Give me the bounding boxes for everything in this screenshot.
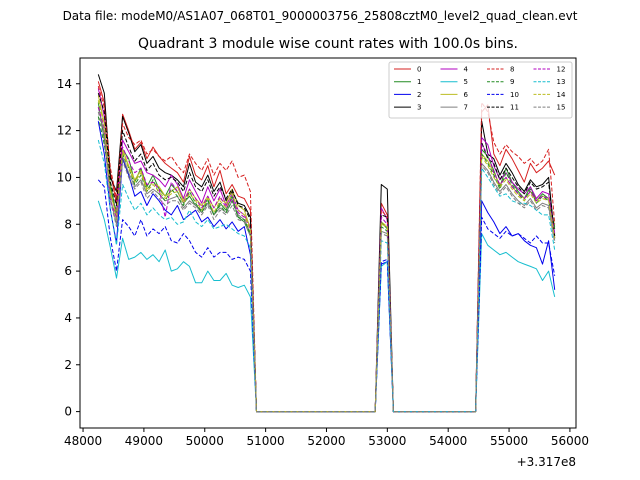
y-tick-label: 4 [64,311,72,325]
y-tick-label: 8 [64,217,72,231]
axes-frame [79,57,577,429]
legend-label-11: 11 [510,104,519,112]
x-tick-label: 51000 [247,434,285,448]
series-line-10 [97,179,556,413]
x-tick-label: 52000 [307,434,345,448]
x-axis-offset-label: +3.317e8 [517,455,576,469]
legend-label-2: 2 [417,91,421,99]
x-tick-label: 49000 [125,434,163,448]
legend-label-6: 6 [464,91,469,99]
legend-label-8: 8 [510,66,514,74]
series-line-15 [97,111,556,413]
x-tick-label: 48000 [64,434,102,448]
series-line-3 [97,74,556,413]
series-line-11 [97,92,556,413]
x-tick-label: 56000 [551,434,589,448]
y-tick-label: 12 [57,124,72,138]
series-line-12 [97,107,556,413]
series-line-9 [97,116,556,413]
plot-area [80,58,576,428]
series-line-8 [97,85,556,413]
legend-label-10: 10 [510,91,519,99]
y-tick-label: 0 [64,405,72,419]
legend-label-4: 4 [464,66,469,74]
legend-label-1: 1 [417,78,421,86]
legend-label-0: 0 [417,66,421,74]
legend-label-13: 13 [557,78,566,86]
series-line-14 [97,100,556,413]
legend-label-9: 9 [510,78,514,86]
legend-label-15: 15 [557,104,566,112]
series-line-13 [97,139,556,413]
chart-title: Quadrant 3 module wise count rates with … [138,36,518,52]
y-tick-label: 2 [64,358,72,372]
x-tick-label: 53000 [368,434,406,448]
legend-box [388,61,573,119]
chart-suptitle: Data file: modeM0/AS1A07_068T01_90000037… [63,9,578,23]
y-tick-label: 6 [64,264,72,278]
legend-label-5: 5 [464,78,468,86]
x-tick-label: 54000 [429,434,467,448]
series-line-0 [97,81,556,413]
series-line-5 [97,200,556,413]
y-tick-label: 10 [57,170,72,184]
y-tick-label: 14 [57,77,72,91]
x-tick-label: 55000 [490,434,528,448]
legend-label-3: 3 [417,104,421,112]
legend-label-14: 14 [557,91,566,99]
series-line-2 [97,121,556,413]
legend-label-12: 12 [557,66,566,74]
plot-layer: 48000 49000 50000 51000 52000 53000 54000 55000… [57,57,589,448]
x-tick-label: 50000 [186,434,224,448]
legend-label-7: 7 [464,104,468,112]
